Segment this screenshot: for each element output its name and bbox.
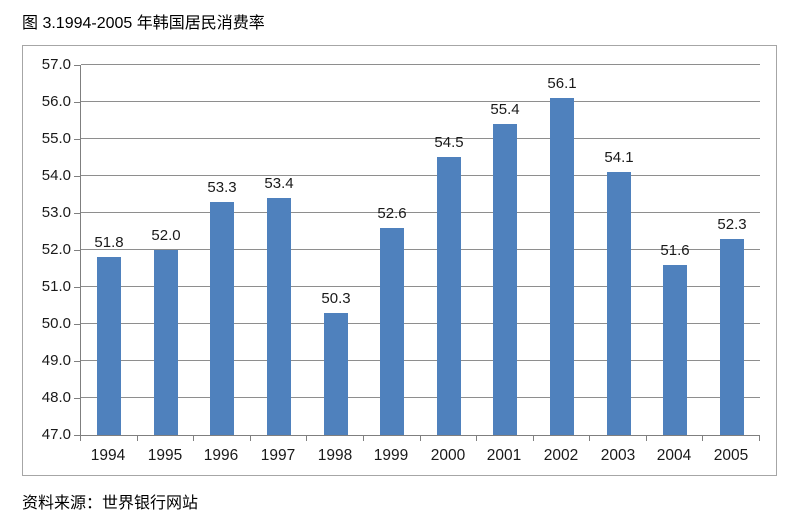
y-axis-tick-label: 53.0 [41,204,71,221]
bar-1997 [267,198,291,435]
bar-value-label: 55.4 [490,101,520,118]
y-axis-tick-mark [74,287,80,288]
y-axis-tick-label: 50.0 [41,315,71,332]
x-axis-tick-label: 2001 [486,447,522,464]
y-axis-tick-label: 47.0 [41,426,71,443]
x-axis-tick-mark [363,436,364,441]
x-axis-tick-mark [80,436,81,441]
gridline [81,323,760,324]
y-axis-tick-mark [74,250,80,251]
x-axis-tick-mark [759,436,760,441]
bar-value-label: 52.3 [717,216,747,233]
x-axis-tick-label: 1998 [317,447,353,464]
y-axis-tick-mark [74,176,80,177]
gridline [81,138,760,139]
bar-2003 [607,172,631,435]
gridline [81,101,760,102]
bar-value-label: 54.5 [434,134,464,151]
chart-title: 图 3.1994-2005 年韩国居民消费率 [22,15,265,32]
y-axis-tick-mark [74,324,80,325]
plot-area: 51.8 52.0 53.3 53.4 50.3 52.6 54.5 55.4 56.1 54.1… [80,64,760,436]
x-axis-tick-mark [420,436,421,441]
x-axis-tick-label: 1995 [147,447,183,464]
x-axis-tick-label: 1999 [373,447,409,464]
y-axis-tick-label: 49.0 [41,352,71,369]
x-axis-tick-label: 2004 [656,447,692,464]
gridline [81,212,760,213]
y-axis-tick-label: 52.0 [41,241,71,258]
x-axis-tick-mark [702,436,703,441]
x-axis-tick-label: 2003 [600,447,636,464]
bar-2000 [437,157,461,435]
gridline [81,64,760,65]
bar-1999 [380,228,404,435]
gridline [81,360,760,361]
bar-value-label: 54.1 [604,149,634,166]
bar-1995 [154,250,178,435]
y-axis-tick-label: 57.0 [41,56,71,73]
bar-value-label: 51.8 [94,234,124,251]
gridline [81,249,760,250]
chart-container: 51.8 52.0 53.3 53.4 50.3 52.6 54.5 55.4 56.1 54.1… [22,45,777,476]
x-axis-tick-mark [533,436,534,441]
bar-value-label: 53.4 [264,175,294,192]
y-axis-tick-mark [74,139,80,140]
bar-value-label: 52.6 [377,205,407,222]
x-axis-tick-label: 2002 [543,447,579,464]
bar-2004 [663,265,687,435]
bar-value-label: 52.0 [151,227,181,244]
x-axis-tick-mark [476,436,477,441]
x-axis-tick-mark [589,436,590,441]
gridline [81,286,760,287]
bar-2005 [720,239,744,435]
x-axis-tick-mark [137,436,138,441]
y-axis-tick-mark [74,398,80,399]
x-axis-tick-mark [193,436,194,441]
y-axis-tick-label: 48.0 [41,389,71,406]
y-axis-tick-mark [74,361,80,362]
gridline [81,175,760,176]
y-axis-tick-label: 55.0 [41,130,71,147]
x-axis-tick-label: 2005 [713,447,749,464]
x-axis-tick-mark [646,436,647,441]
x-axis-tick-label: 1997 [260,447,296,464]
x-axis-tick-label: 1994 [90,447,126,464]
x-axis-tick-label: 1996 [203,447,239,464]
bar-1998 [324,313,348,435]
y-axis-tick-label: 56.0 [41,93,71,110]
source-note: 资料来源：世界银行网站 [22,495,199,512]
x-axis-tick-mark [250,436,251,441]
y-axis-tick-label: 54.0 [41,167,71,184]
y-axis-tick-mark [74,65,80,66]
gridline [81,397,760,398]
bar-value-label: 56.1 [547,75,577,92]
bar-2002 [550,98,574,435]
y-axis-tick-mark [74,435,80,436]
x-axis-tick-label: 2000 [430,447,466,464]
bar-2001 [493,124,517,435]
bar-1994 [97,257,121,435]
bar-value-label: 53.3 [207,179,237,196]
x-axis-tick-mark [306,436,307,441]
y-axis-tick-mark [74,213,80,214]
y-axis-tick-label: 51.0 [41,278,71,295]
y-axis-tick-mark [74,102,80,103]
bar-1996 [210,202,234,435]
bar-value-label: 51.6 [660,242,690,259]
bar-value-label: 50.3 [321,290,351,307]
